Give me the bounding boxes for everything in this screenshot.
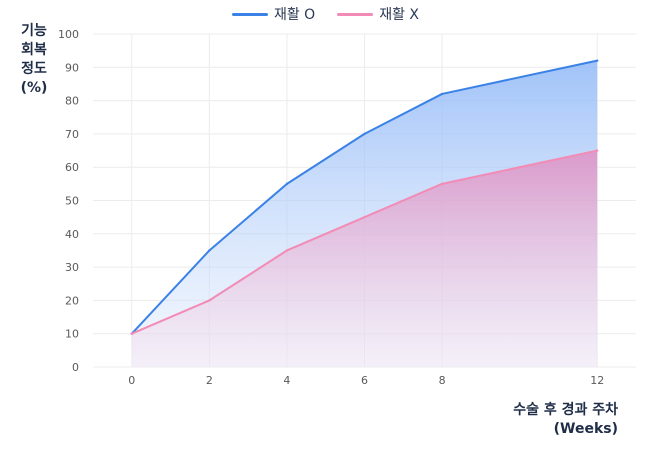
x-axis-label: 수술 후 경과 주차 (Weeks) (513, 402, 618, 437)
x-tick-label: 0 (128, 374, 135, 387)
y-tick-label: 0 (72, 361, 79, 374)
x-tick-label: 4 (283, 374, 290, 387)
data-point[interactable] (363, 132, 366, 136)
legend-swatch-pink (337, 12, 374, 16)
data-point[interactable] (208, 249, 211, 252)
y-axis-ticks: 0 10 20 30 40 50 60 70 80 90 100 (58, 28, 79, 374)
y-tick-label: 40 (65, 228, 79, 241)
y-tick-label: 80 (65, 95, 79, 108)
y-tick-label: 10 (65, 328, 79, 341)
data-point[interactable] (440, 182, 444, 186)
y-tick-label: 50 (65, 195, 79, 208)
y-tick-label: 20 (65, 294, 79, 307)
area-fills (131, 60, 598, 367)
x-tick-label: 8 (439, 374, 446, 387)
legend-label: 재활 X (379, 7, 420, 23)
data-point[interactable] (208, 299, 211, 302)
legend-swatch-blue (231, 12, 268, 16)
y-tick-label: 100 (58, 28, 79, 41)
data-point[interactable] (596, 149, 599, 152)
legend: 재활 O 재활 X (0, 4, 651, 24)
data-point[interactable] (285, 249, 289, 252)
line-series-1 (131, 59, 598, 335)
data-point[interactable] (285, 182, 289, 186)
area-fill-series-2 (131, 150, 598, 367)
y-axis-label: 기능 회복 정도 (%) (20, 23, 48, 96)
x-tick-label: 12 (590, 374, 604, 387)
data-point[interactable] (363, 215, 366, 219)
x-tick-label: 6 (361, 374, 368, 387)
line-series-2 (131, 149, 598, 335)
legend-item-series-2[interactable]: 재활 X (337, 4, 419, 24)
legend-item-series-1[interactable]: 재활 O (231, 4, 316, 24)
data-point[interactable] (440, 92, 444, 96)
y-tick-label: 30 (65, 261, 79, 274)
x-axis-ticks: 0 2 4 6 8 12 (128, 374, 604, 387)
x-tick-label: 2 (206, 374, 213, 387)
data-point[interactable] (130, 332, 133, 335)
y-tick-label: 90 (65, 61, 79, 74)
series-lines (130, 59, 599, 335)
y-tick-label: 70 (65, 128, 79, 141)
y-tick-label: 60 (65, 161, 79, 174)
legend-label: 재활 O (273, 7, 316, 23)
data-point[interactable] (596, 59, 599, 62)
